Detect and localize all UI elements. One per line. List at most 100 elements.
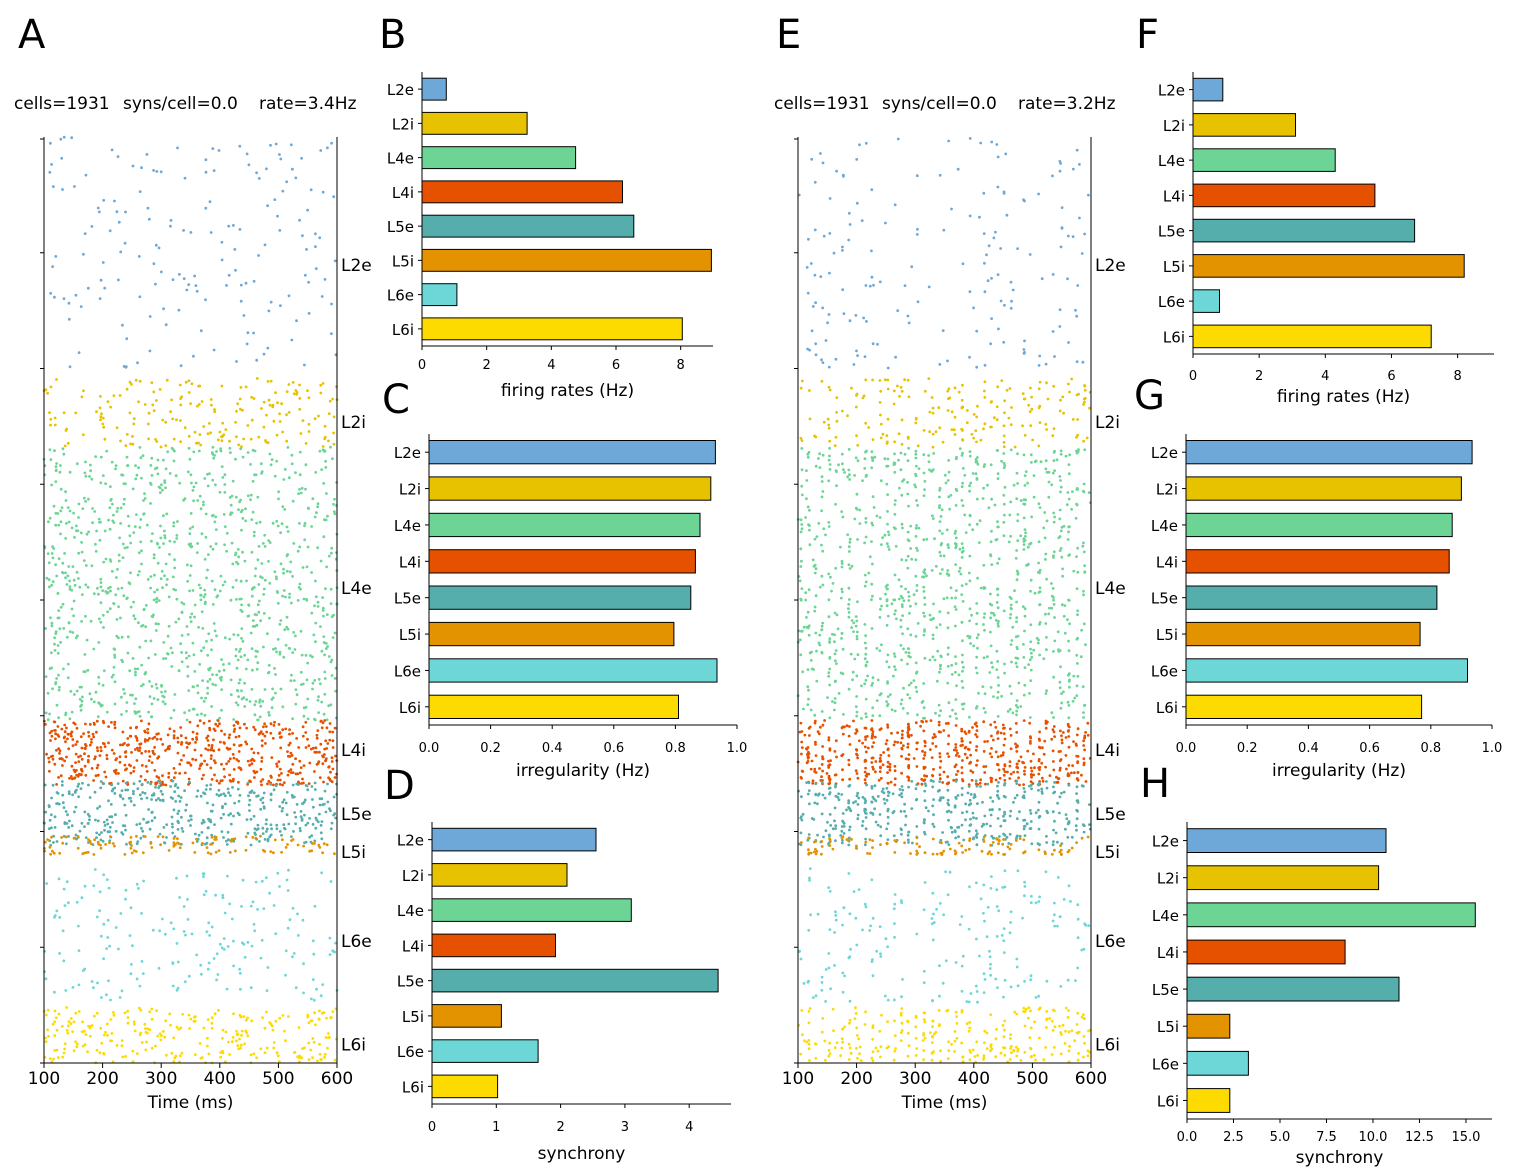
- spike: [210, 778, 214, 781]
- spike: [1013, 445, 1017, 449]
- spike: [198, 719, 202, 723]
- spike: [828, 656, 832, 660]
- spike: [1058, 680, 1062, 684]
- spike: [800, 740, 804, 744]
- spike: [219, 1051, 223, 1054]
- spike: [228, 637, 232, 641]
- spike: [248, 809, 251, 812]
- spike: [150, 798, 154, 801]
- spike: [819, 725, 822, 729]
- spike: [240, 627, 244, 630]
- spike: [72, 511, 75, 515]
- spike: [95, 410, 98, 414]
- spike: [101, 261, 105, 264]
- spike: [948, 396, 952, 400]
- spike: [800, 752, 803, 756]
- spike: [809, 659, 813, 662]
- spike: [201, 679, 205, 682]
- spike: [867, 426, 871, 429]
- spike: [855, 434, 858, 437]
- spike: [68, 777, 71, 780]
- spike: [821, 549, 825, 553]
- spike: [847, 238, 851, 242]
- spike: [1063, 631, 1067, 635]
- bar-b-category-label: L5e: [387, 218, 414, 236]
- spike: [292, 679, 296, 682]
- spike: [171, 984, 175, 988]
- spike: [325, 718, 329, 722]
- spike: [327, 655, 331, 658]
- spike: [249, 463, 252, 466]
- spike: [324, 757, 328, 761]
- spike: [267, 663, 271, 667]
- spike: [214, 683, 217, 687]
- spike: [995, 649, 999, 653]
- spike: [1023, 769, 1026, 773]
- spike: [148, 1010, 152, 1014]
- spike: [946, 359, 949, 363]
- spike: [127, 524, 131, 528]
- spike: [1076, 755, 1080, 758]
- spike: [287, 868, 290, 872]
- spike: [242, 1015, 246, 1018]
- spike: [168, 539, 172, 543]
- spike: [120, 989, 124, 993]
- spike: [847, 468, 851, 472]
- spike: [258, 840, 261, 843]
- spike: [1067, 598, 1070, 602]
- spike: [968, 290, 972, 294]
- spike: [311, 687, 314, 691]
- spike: [199, 586, 203, 590]
- spike: [906, 538, 910, 542]
- spike: [92, 721, 96, 725]
- spike: [244, 1018, 248, 1022]
- spike: [800, 527, 804, 531]
- spike: [915, 589, 919, 593]
- spike: [95, 1011, 99, 1015]
- spike: [97, 210, 101, 214]
- spike: [234, 457, 237, 461]
- spike: [856, 443, 860, 447]
- spike: [265, 827, 269, 831]
- spike: [236, 548, 240, 551]
- spike: [923, 479, 927, 483]
- spike: [1015, 569, 1019, 573]
- spike: [1061, 574, 1064, 578]
- spike: [218, 589, 222, 593]
- spike: [323, 1053, 327, 1056]
- spike: [955, 749, 958, 752]
- spike: [287, 646, 291, 650]
- spike: [96, 586, 99, 590]
- spike: [1076, 771, 1080, 774]
- spike: [942, 597, 946, 601]
- spike: [321, 1011, 325, 1015]
- spike: [1007, 416, 1011, 420]
- spike: [330, 302, 333, 306]
- spike: [65, 427, 68, 431]
- spike: [820, 628, 823, 632]
- spike: [899, 702, 903, 706]
- spike: [931, 406, 935, 410]
- spike: [221, 421, 225, 425]
- spike: [996, 449, 1000, 452]
- spike: [175, 534, 179, 537]
- spike: [79, 705, 82, 708]
- spike: [285, 790, 289, 794]
- spike: [1038, 765, 1042, 769]
- spike: [220, 258, 224, 262]
- spike: [865, 715, 868, 719]
- spike: [902, 686, 905, 690]
- spike: [238, 971, 242, 975]
- spike: [330, 1016, 333, 1019]
- spike: [44, 675, 48, 678]
- spike: [214, 542, 218, 546]
- spike: [279, 746, 283, 750]
- spike: [1085, 436, 1089, 440]
- spike: [808, 528, 811, 532]
- spike: [313, 904, 317, 908]
- spike: [282, 781, 286, 784]
- spike: [215, 952, 219, 956]
- spike: [287, 411, 291, 414]
- spike: [1029, 668, 1033, 672]
